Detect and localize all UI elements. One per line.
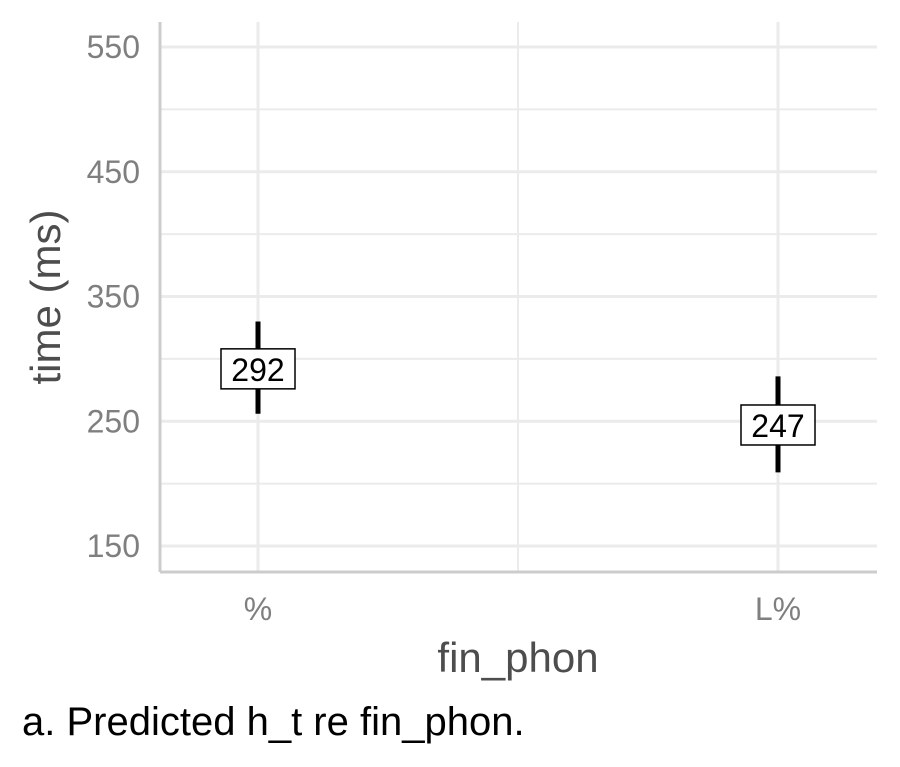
y-tick-label: 450 xyxy=(87,154,140,190)
data-label-box xyxy=(220,348,296,390)
data-label-box xyxy=(740,404,816,446)
y-tick-labels: 150 250 350 450 550 xyxy=(87,29,140,564)
axes xyxy=(158,22,877,574)
x-tick-label: L% xyxy=(755,591,801,627)
x-tick-labels: % L% xyxy=(244,591,801,627)
y-tick-label: 350 xyxy=(87,279,140,315)
x-tick-label: % xyxy=(244,591,272,627)
data-label: 292 xyxy=(231,352,284,388)
data-marks: 292 247 xyxy=(220,321,816,473)
y-tick-label: 150 xyxy=(87,528,140,564)
x-axis-title: fin_phon xyxy=(437,634,598,681)
y-axis-title: time (ms) xyxy=(22,210,69,385)
y-tick-label: 250 xyxy=(87,403,140,439)
y-tick-label: 550 xyxy=(87,29,140,65)
figure-caption: a. Predicted h_t re fin_phon. xyxy=(22,700,525,744)
data-label: 247 xyxy=(751,408,804,444)
